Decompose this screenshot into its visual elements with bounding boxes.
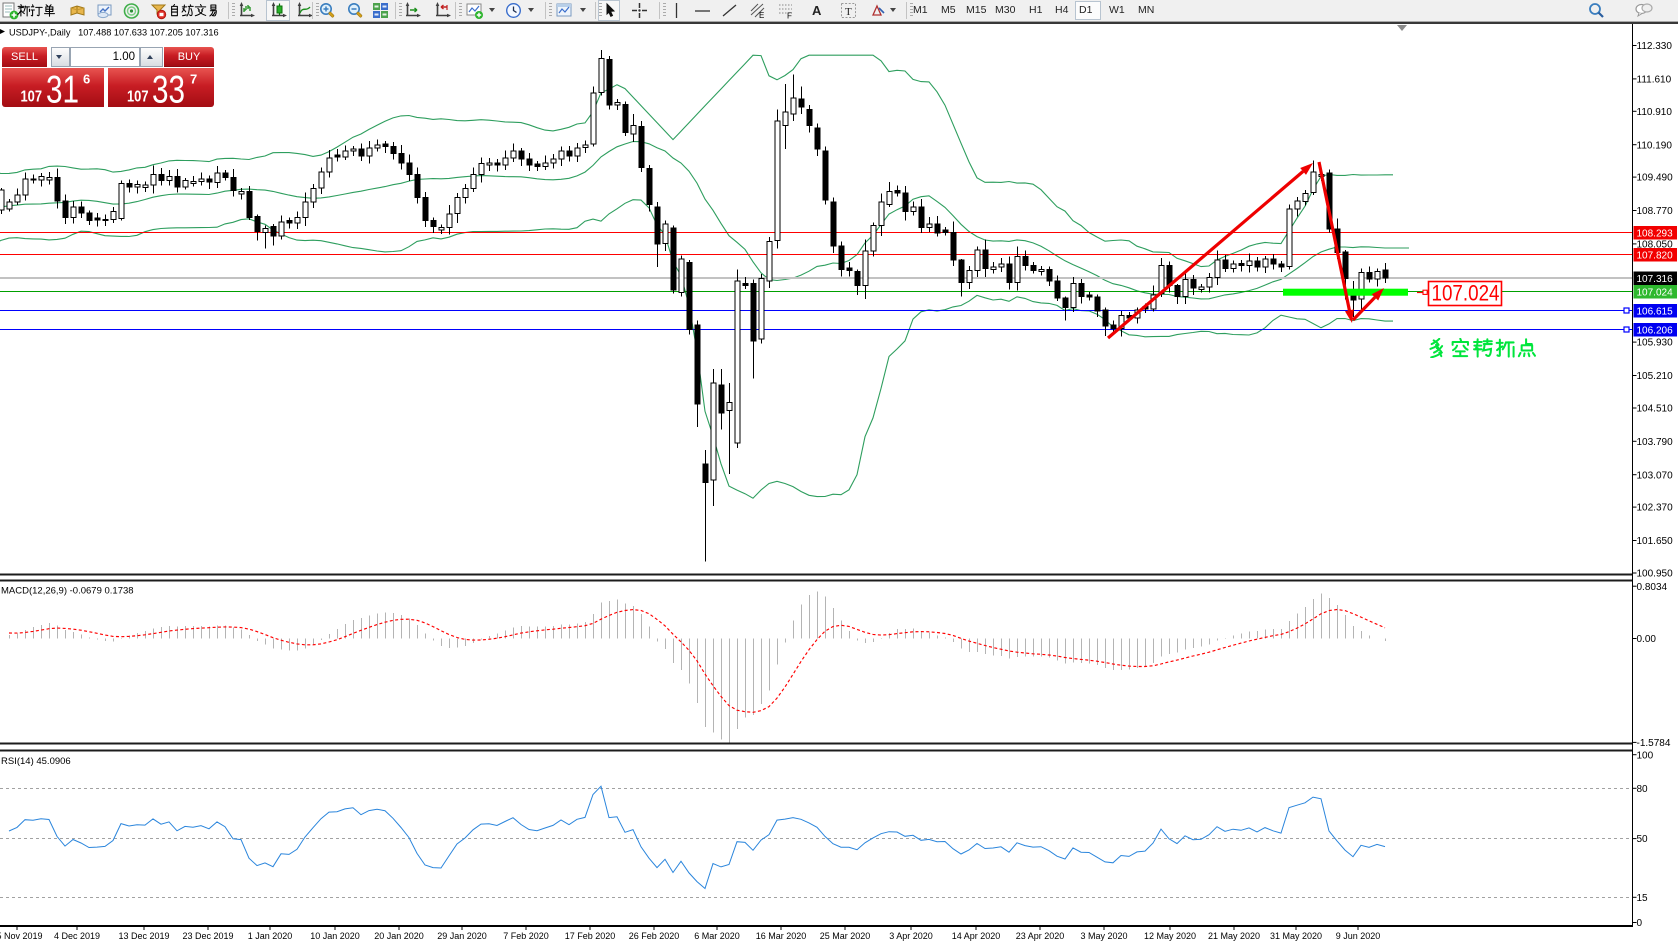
svg-text:107.024: 107.024 [1432, 281, 1500, 306]
svg-text:107.316: 107.316 [1637, 274, 1674, 285]
svg-text:33: 33 [152, 69, 185, 108]
svg-text:20 Jan 2020: 20 Jan 2020 [374, 931, 424, 941]
svg-text:80: 80 [1637, 784, 1649, 795]
svg-text:31 May 2020: 31 May 2020 [1270, 931, 1322, 941]
svg-text:15: 15 [1637, 893, 1649, 904]
svg-text:0.00: 0.00 [1637, 634, 1657, 645]
svg-text:103.070: 103.070 [1637, 470, 1674, 481]
svg-text:17 Feb 2020: 17 Feb 2020 [565, 931, 616, 941]
svg-text:101.650: 101.650 [1637, 536, 1674, 547]
svg-text:23 Apr 2020: 23 Apr 2020 [1016, 931, 1065, 941]
svg-text:31: 31 [46, 69, 79, 108]
svg-text:3 May 2020: 3 May 2020 [1080, 931, 1127, 941]
svg-text:107: 107 [21, 89, 43, 106]
svg-text:109.490: 109.490 [1637, 173, 1674, 184]
svg-text:112.330: 112.330 [1637, 41, 1673, 52]
svg-text:103.790: 103.790 [1637, 437, 1674, 448]
svg-text:21 May 2020: 21 May 2020 [1208, 931, 1260, 941]
svg-text:0.8034: 0.8034 [1637, 582, 1668, 593]
svg-text:106.615: 106.615 [1637, 306, 1674, 317]
svg-text:RSI(14) 45.0906: RSI(14) 45.0906 [1, 756, 71, 767]
svg-text:-1.5784: -1.5784 [1637, 738, 1671, 749]
svg-text:104.510: 104.510 [1637, 404, 1674, 415]
svg-text:23 Dec 2019: 23 Dec 2019 [182, 931, 233, 941]
svg-text:102.370: 102.370 [1637, 503, 1674, 514]
svg-text:108.050: 108.050 [1637, 240, 1674, 251]
svg-text:50: 50 [1637, 834, 1649, 845]
svg-text:9 Jun 2020: 9 Jun 2020 [1336, 931, 1381, 941]
svg-text:100: 100 [1637, 750, 1654, 761]
svg-text:108.770: 108.770 [1637, 206, 1674, 217]
svg-text:107: 107 [127, 89, 149, 106]
svg-text:25 Nov 2019: 25 Nov 2019 [0, 931, 43, 941]
svg-text:13 Dec 2019: 13 Dec 2019 [118, 931, 169, 941]
svg-text:1 Jan 2020: 1 Jan 2020 [248, 931, 293, 941]
svg-text:110.190: 110.190 [1637, 140, 1673, 151]
svg-text:E: E [759, 11, 764, 20]
svg-text:0: 0 [1637, 918, 1643, 929]
svg-text:10 Jan 2020: 10 Jan 2020 [310, 931, 360, 941]
svg-text:6 Mar 2020: 6 Mar 2020 [694, 931, 740, 941]
svg-text:111.610: 111.610 [1637, 75, 1672, 86]
svg-text:6: 6 [83, 72, 90, 87]
svg-text:108.293: 108.293 [1637, 228, 1674, 239]
svg-text:25 Mar 2020: 25 Mar 2020 [820, 931, 871, 941]
svg-text:16 Mar 2020: 16 Mar 2020 [756, 931, 807, 941]
svg-text:105.210: 105.210 [1637, 371, 1674, 382]
svg-text:106.206: 106.206 [1637, 325, 1674, 336]
svg-text:105.930: 105.930 [1637, 338, 1674, 349]
svg-text:MACD(12,26,9) -0.0679 0.1738: MACD(12,26,9) -0.0679 0.1738 [1, 586, 134, 597]
svg-text:7: 7 [190, 72, 197, 87]
svg-text:7 Feb 2020: 7 Feb 2020 [503, 931, 549, 941]
svg-text:14 Apr 2020: 14 Apr 2020 [952, 931, 1001, 941]
svg-text:USDJPY-,Daily 107.488 107.63: USDJPY-,Daily 107.488 107.633 107.205 10… [9, 28, 219, 38]
svg-text:26 Feb 2020: 26 Feb 2020 [629, 931, 680, 941]
svg-text:12 May 2020: 12 May 2020 [1144, 931, 1196, 941]
svg-text:100.950: 100.950 [1637, 569, 1674, 580]
svg-text:107.024: 107.024 [1637, 287, 1674, 298]
svg-text:110.910: 110.910 [1637, 107, 1673, 118]
svg-text:4 Dec 2019: 4 Dec 2019 [54, 931, 100, 941]
svg-text:F: F [787, 12, 792, 21]
svg-text:3 Apr 2020: 3 Apr 2020 [889, 931, 933, 941]
svg-text:29 Jan 2020: 29 Jan 2020 [437, 931, 487, 941]
svg-text:107.820: 107.820 [1637, 250, 1674, 261]
svg-text:T: T [845, 6, 852, 18]
